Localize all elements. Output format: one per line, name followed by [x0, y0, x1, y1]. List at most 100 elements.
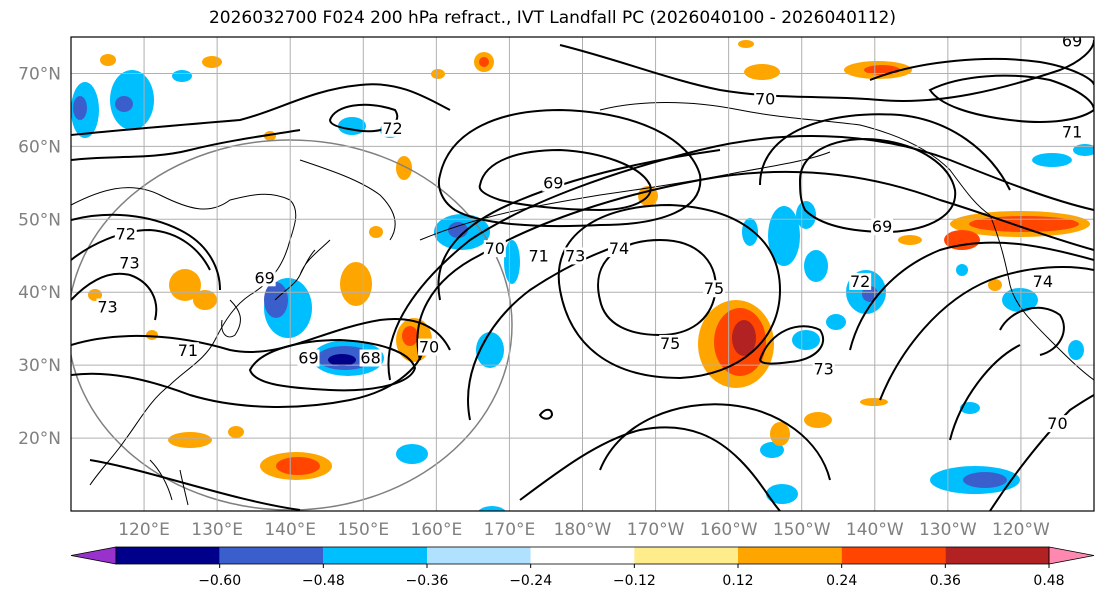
colorbar: −0.60 −0.48 −0.36 −0.24 −0.12 0.12 0.24 0.36 0.4…: [70, 546, 1095, 589]
shading-layer: [71, 40, 1094, 511]
colorbar-segment: [945, 547, 1049, 564]
colorbar-segments: [70, 546, 1095, 565]
colorbar-tick-label: −0.36: [406, 573, 449, 589]
contour-label: 73: [565, 246, 585, 265]
contour-label: 68: [360, 349, 380, 368]
contour-label: 69: [254, 268, 274, 287]
contour-line: [758, 325, 825, 365]
contour-label-bg: [1061, 37, 1084, 50]
contour-line: [248, 338, 417, 392]
longitude-tick-label: 170°W: [627, 520, 685, 540]
contour-line: [999, 306, 1065, 356]
shade-blob: [479, 57, 489, 67]
shade-blob: [73, 96, 87, 120]
shade-blob: [338, 117, 366, 135]
contour-label-bg: [418, 338, 441, 356]
latitude-tick-label: 60°N: [18, 137, 61, 157]
latitude-tick-label: 20°N: [18, 429, 61, 449]
shade-blob: [742, 218, 758, 246]
contour-line: [71, 213, 221, 291]
contour-line: [437, 149, 721, 301]
shade-blob: [328, 354, 356, 366]
shade-blob: [110, 70, 154, 130]
shade-blob: [969, 216, 1079, 232]
contour-label: 73: [119, 254, 139, 273]
shade-blob: [732, 320, 756, 356]
contour-line: [849, 241, 1094, 351]
shade-blob: [760, 442, 784, 458]
contour-line: [928, 74, 1094, 123]
shade-blob: [193, 290, 217, 310]
contour-label: 69: [872, 217, 892, 236]
contour-label-bg: [754, 90, 777, 108]
shade-blob: [115, 96, 133, 112]
colorbar-segment: [427, 547, 531, 564]
gridlines: [71, 37, 1094, 511]
shade-blob: [744, 64, 780, 80]
contour-label: 75: [704, 279, 724, 298]
contour-label: 71: [528, 246, 548, 265]
contour-label-bg: [564, 247, 587, 265]
shade-blob: [476, 332, 504, 368]
shade-blob: [228, 426, 244, 438]
colorbar-segment: [323, 547, 427, 564]
colorbar-segment: [634, 547, 738, 564]
shade-blob: [168, 432, 212, 448]
shade-blob: [796, 201, 816, 229]
coastline-asia: [71, 187, 297, 486]
coastline-alaska: [599, 102, 991, 216]
longitude-tick-label: 180°W: [554, 520, 612, 540]
shade-blob: [478, 506, 506, 511]
contour-line: [949, 344, 1021, 441]
colorbar-tick-label: 0.48: [1033, 573, 1064, 589]
latitude-tick-label: 40°N: [18, 283, 61, 303]
latitude-tick-label: 70°N: [18, 64, 61, 84]
shade-blob: [826, 314, 846, 330]
contour-label: 70: [755, 90, 775, 109]
latitude-tick-label: 30°N: [18, 356, 61, 376]
colorbar-segment: [530, 547, 635, 564]
shade-blob: [402, 326, 418, 346]
contour-label-bg: [359, 349, 382, 367]
contour-label: 71: [1062, 122, 1082, 141]
contour-label-bg: [1061, 123, 1084, 141]
shade-blob: [172, 70, 192, 82]
shade-blob: [169, 269, 201, 301]
colorbar-tick-label: 0.12: [722, 573, 753, 589]
contour-line: [538, 408, 554, 420]
contour-line: [478, 148, 652, 212]
shade-blob: [396, 444, 428, 464]
shade-blob: [264, 282, 288, 318]
shade-blob: [792, 330, 820, 350]
colorbar-tick-label: 0.24: [826, 573, 857, 589]
colorbar-tick-label: 0.36: [930, 573, 961, 589]
contour-line: [71, 228, 211, 271]
shade-blob: [963, 472, 1007, 488]
contour-label: 70: [419, 338, 439, 357]
longitude-tick-label: 150°E: [337, 520, 389, 540]
coastline-kamchatka: [299, 159, 396, 241]
contour-label-bg: [812, 360, 835, 378]
contour-line: [387, 135, 1094, 381]
contour-label-bg: [483, 240, 506, 258]
shade-blob: [766, 484, 798, 504]
contour-label: 70: [485, 239, 505, 258]
colorbar-segment: [841, 547, 946, 564]
contour-line: [89, 459, 301, 511]
contour-line: [71, 344, 426, 408]
contour-line: [416, 170, 1094, 361]
shade-blob: [202, 56, 222, 68]
contour-line: [869, 58, 1094, 86]
contour-line: [879, 266, 1094, 401]
contour-label-bg: [96, 298, 119, 316]
colorbar-extend-max: [1048, 546, 1095, 565]
shade-blob: [1032, 153, 1072, 167]
map-area: 69 70 71 72 69 69 70 71 73 74 72 74 75 75 72 73 73 71 69 68…: [71, 37, 1094, 511]
contour-label-bg: [1046, 415, 1069, 433]
colorbar-tick-label: −0.24: [509, 573, 552, 589]
shade-blob: [1002, 288, 1038, 312]
longitude-tick-label: 160°W: [700, 520, 758, 540]
shade-blob: [804, 250, 828, 282]
longitude-tick-label: 140°W: [846, 520, 904, 540]
map-frame: [70, 36, 1095, 512]
